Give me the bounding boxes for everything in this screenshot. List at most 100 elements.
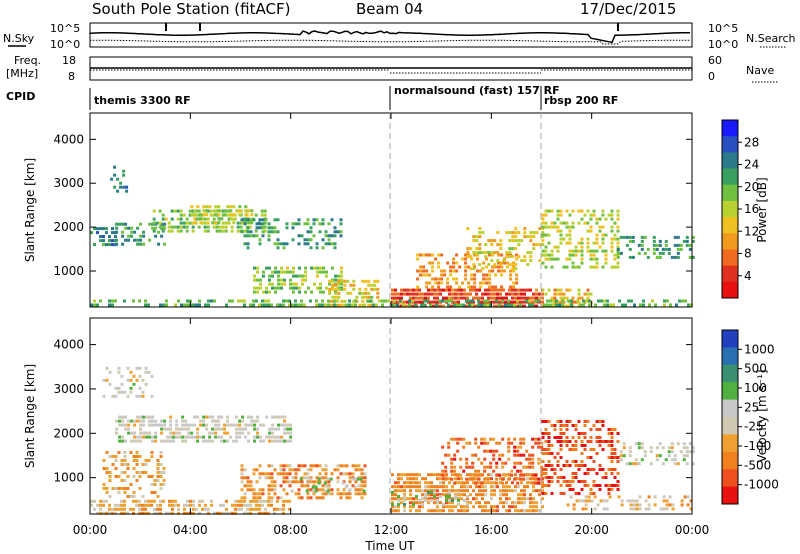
power-cell (229, 217, 233, 221)
freq-left-tick-top: 18 (62, 54, 76, 67)
velocity-cell (235, 427, 239, 431)
velocity-cell (159, 507, 162, 511)
power-cell (239, 225, 243, 229)
power-cell (496, 292, 499, 296)
power-cell (330, 218, 334, 222)
velocity-cell (247, 415, 251, 419)
velocity-cell (280, 439, 284, 443)
power-cell (559, 292, 563, 296)
power-cell (337, 274, 340, 278)
velocity-cell (638, 503, 642, 507)
velocity-cell (339, 464, 343, 468)
power-cell (277, 286, 280, 290)
velocity-cell (267, 511, 270, 515)
velocity-cell (235, 423, 239, 427)
power-cell (466, 255, 470, 259)
power-cell (523, 300, 526, 304)
power-cell (491, 253, 495, 257)
power-cell (441, 299, 444, 303)
power-cell (433, 292, 436, 296)
power-cell (577, 209, 581, 213)
velocity-cell (213, 511, 216, 515)
velocity-cell (126, 366, 130, 370)
velocity-cell (613, 428, 617, 431)
power-cell (558, 303, 561, 307)
velocity-cell (255, 499, 258, 503)
velocity-cell (354, 488, 358, 492)
velocity-cell (580, 440, 584, 443)
velocity-cell (469, 473, 472, 477)
velocity-cell (267, 499, 270, 503)
velocity-cell (531, 457, 535, 461)
power-cell (592, 253, 596, 257)
power-cell (688, 255, 692, 259)
power-cell (159, 303, 162, 307)
velocity-cell (357, 468, 361, 472)
velocity-cell (249, 507, 252, 511)
power-cell (361, 295, 365, 299)
velocity-cell (680, 503, 684, 507)
power-cell (155, 221, 159, 225)
power-cell (565, 296, 569, 300)
velocity-cell (184, 439, 188, 443)
velocity-cell (513, 449, 517, 453)
velocity-cell (147, 475, 151, 478)
velocity-cell (525, 449, 529, 453)
velocity-cell (412, 505, 415, 509)
velocity-cell (163, 427, 167, 431)
velocity-cell (120, 487, 124, 490)
power-cell (267, 234, 271, 238)
power-cell (443, 273, 447, 277)
power-cell (400, 292, 403, 296)
velocity-cell (691, 462, 695, 466)
power-cell (179, 221, 183, 225)
colorbar-swatch (722, 136, 738, 153)
power-cell (312, 234, 316, 238)
velocity-cell (529, 497, 532, 501)
power-cell (322, 290, 325, 294)
power-cell (613, 253, 617, 257)
velocity-cell (475, 485, 478, 489)
power-cell (511, 296, 514, 300)
power-cell (440, 281, 444, 285)
power-cell (595, 221, 599, 225)
velocity-cell (258, 488, 262, 492)
power-cell (300, 234, 304, 238)
velocity-cell (550, 468, 554, 471)
power-cell (517, 304, 520, 308)
power-cell (244, 205, 248, 209)
velocity-cell (415, 477, 418, 481)
velocity-cell (345, 496, 349, 500)
power-cell (454, 292, 457, 296)
velocity-cell (454, 505, 457, 509)
velocity-cell (507, 441, 511, 445)
velocity-cell (123, 511, 126, 515)
power-cell (448, 296, 451, 300)
velocity-cell (153, 499, 156, 503)
velocity-cell (607, 456, 611, 459)
power-cell (217, 213, 221, 217)
colorbar-swatch (722, 451, 738, 470)
power-cell (132, 299, 135, 303)
power-cell (370, 283, 374, 287)
power-cell (452, 257, 456, 261)
velocity-cell (637, 462, 641, 466)
velocity-cell (297, 468, 301, 472)
power-cell (565, 209, 569, 213)
velocity-cell (341, 481, 345, 485)
power-cell (280, 266, 283, 270)
power-cell (497, 265, 501, 269)
power-cell (105, 227, 108, 231)
power-cell (276, 218, 280, 222)
velocity-cell (394, 497, 397, 501)
colorbar-swatch (722, 330, 738, 348)
power-cell (526, 235, 530, 239)
velocity-cell (190, 431, 194, 435)
power-cell (464, 277, 468, 281)
power-cell (529, 259, 533, 263)
power-cell (93, 227, 96, 231)
velocity-cell (282, 507, 285, 511)
power-cell (243, 303, 246, 307)
velocity-cell (453, 469, 457, 473)
power-cell (526, 251, 530, 255)
